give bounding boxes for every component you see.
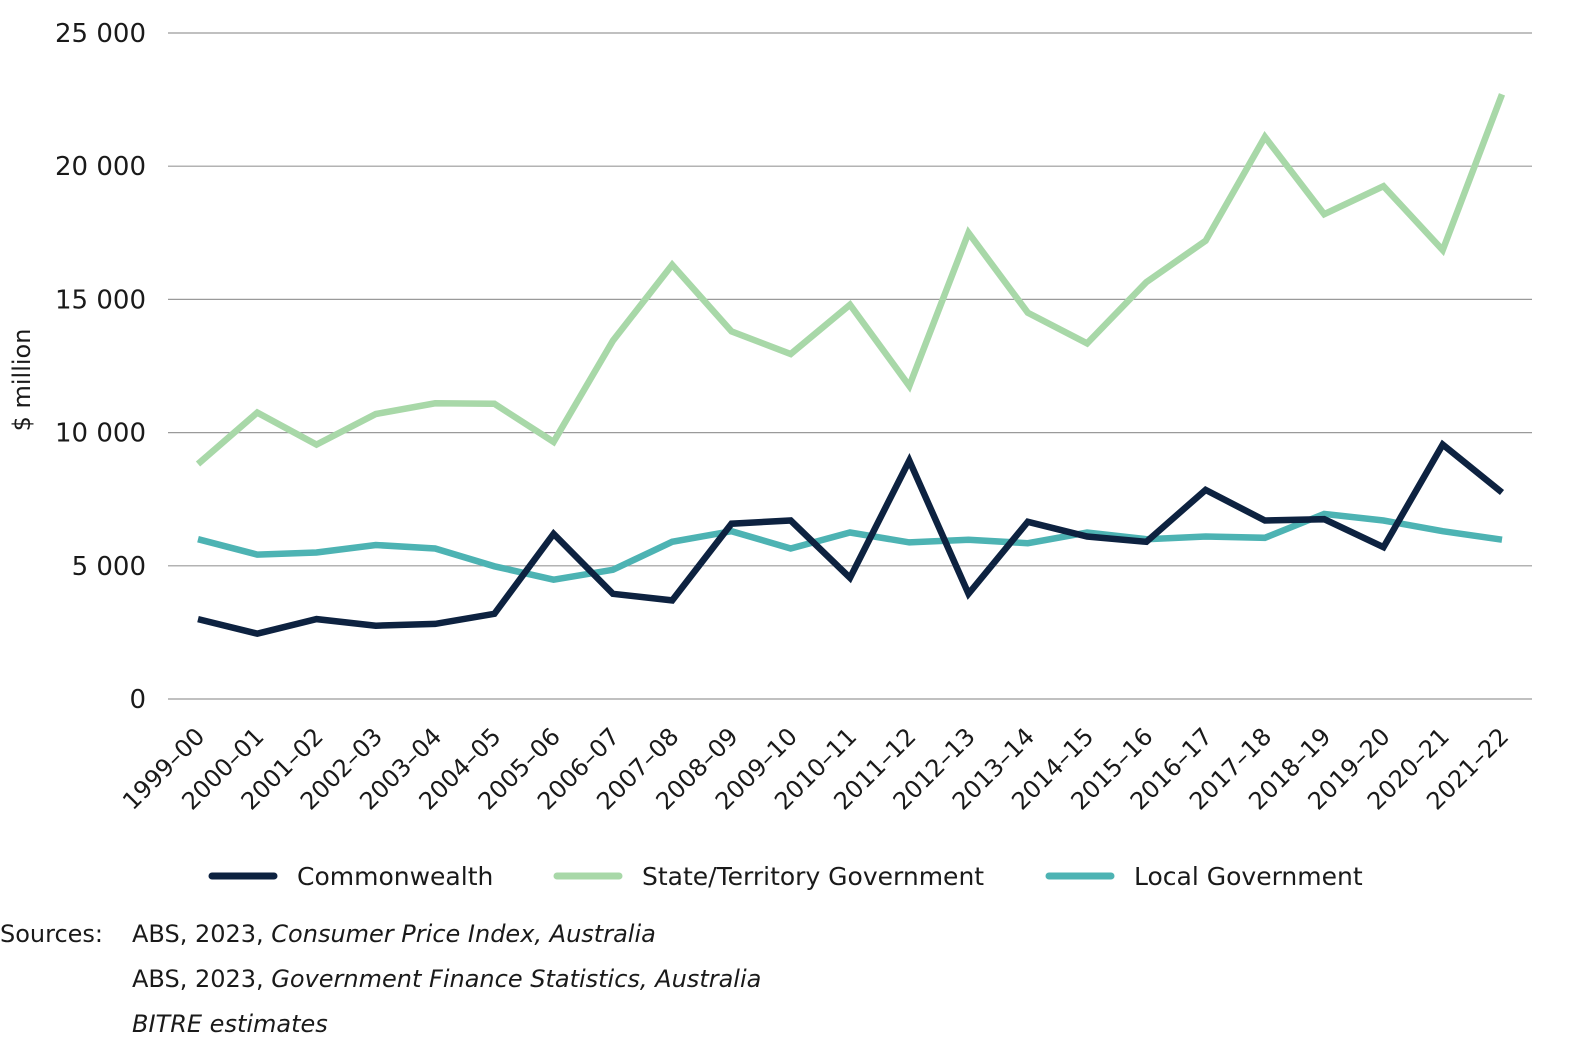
source-line-3: BITRE estimates (132, 1010, 328, 1038)
gridlines (168, 32, 1532, 700)
y-tick-label: 5 000 (72, 552, 146, 582)
legend: Commonwealth State/Territory Government Lo… (208, 862, 1363, 891)
series-line-local-government (197, 510, 1503, 584)
sources-label: Sources: (0, 920, 104, 948)
y-axis-label: $ million (8, 329, 36, 432)
y-tick-label: 25 000 (55, 19, 146, 49)
legend-label: Local Government (1134, 862, 1363, 891)
x-axis-ticks: 1999–002000–012001–022002–032003–042004–… (117, 722, 1514, 815)
legend-label: Commonwealth (297, 862, 493, 891)
series-lines (195, 93, 1506, 638)
series-line-commonwealth (197, 439, 1505, 638)
y-tick-label: 20 000 (55, 152, 146, 182)
y-tick-label: 0 (129, 685, 146, 715)
legend-label: State/Territory Government (642, 862, 984, 891)
source-line-1: ABS, 2023, Consumer Price Index, Austral… (132, 920, 656, 948)
series-line-state-territory-government (195, 93, 1506, 467)
y-axis-ticks: 0 5 000 10 000 15 000 20 000 25 000 (55, 19, 146, 715)
y-tick-label: 10 000 (55, 419, 146, 449)
source-line-2: ABS, 2023, Government Finance Statistics… (132, 965, 762, 993)
y-tick-label: 15 000 (55, 285, 146, 315)
line-chart: 0 5 000 10 000 15 000 20 000 25 000 $ million… (8, 19, 1532, 891)
